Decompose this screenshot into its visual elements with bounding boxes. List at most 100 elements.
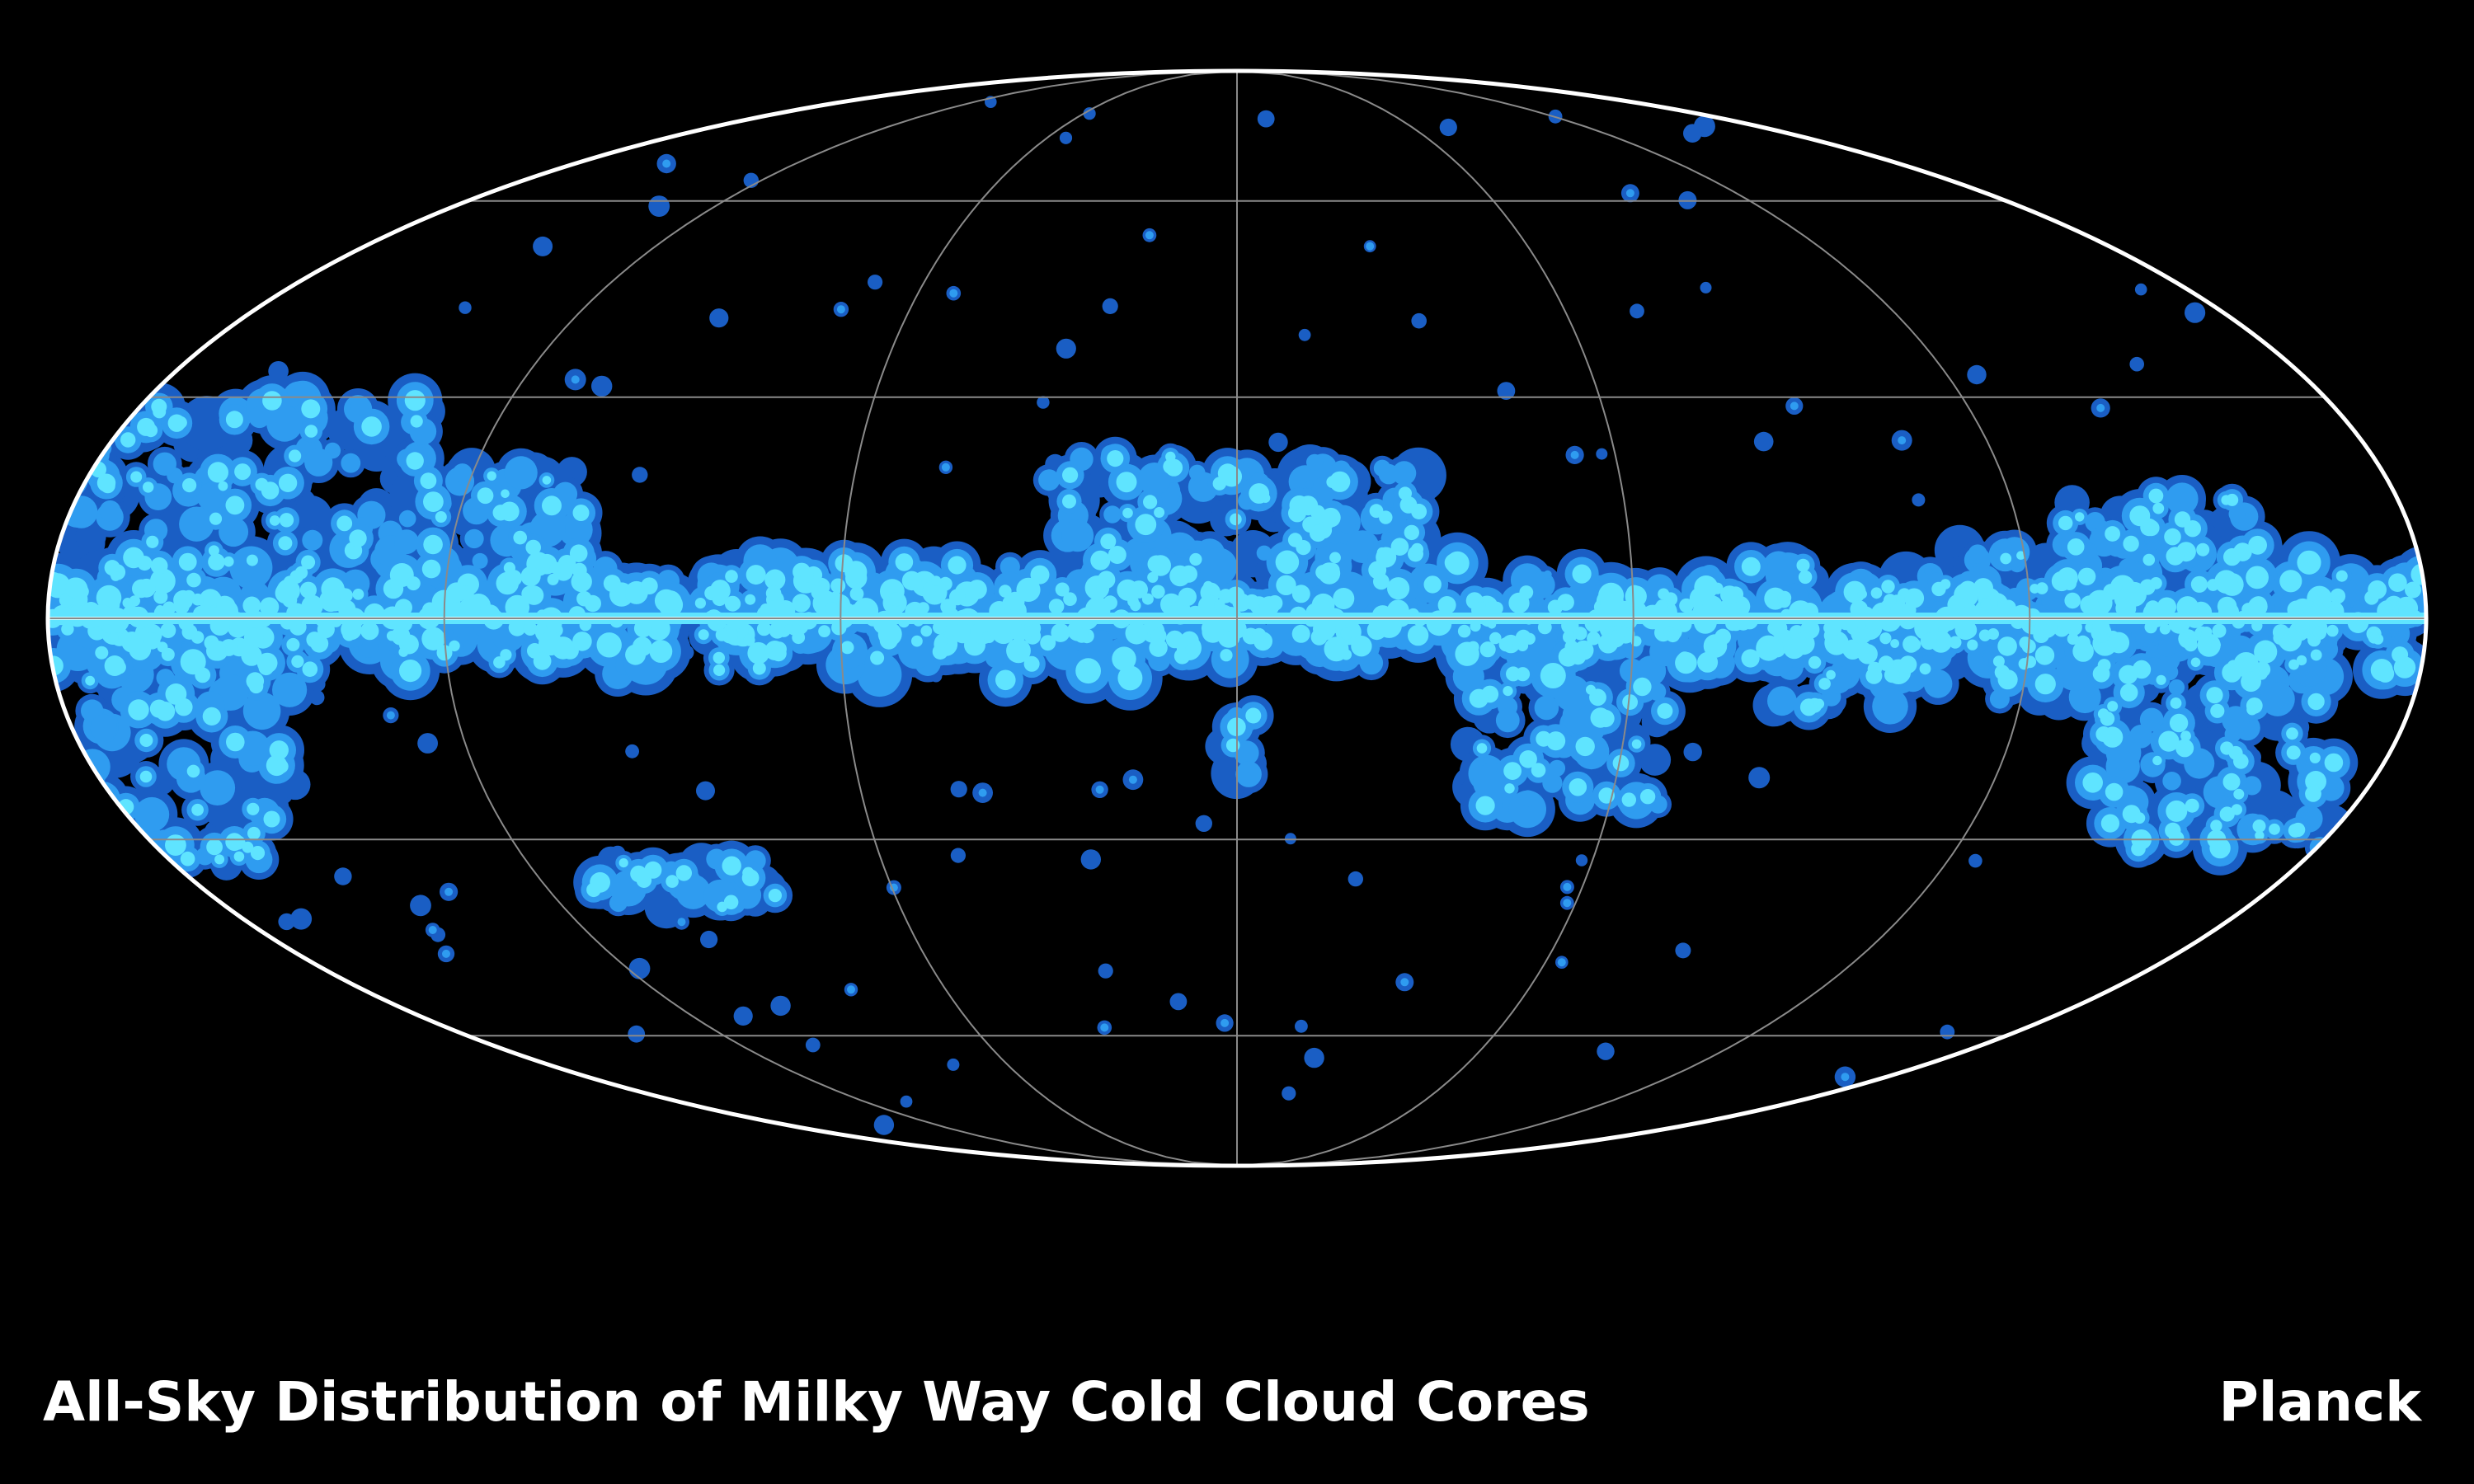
cloud-core — [1149, 638, 1168, 657]
cloud-core — [836, 305, 845, 314]
cloud-core — [533, 236, 553, 256]
cloud-core — [1997, 636, 2017, 656]
cloud-core — [1103, 505, 1122, 524]
cloud-core — [995, 669, 1016, 691]
cloud-core — [524, 585, 544, 605]
cloud-core — [1291, 585, 1310, 603]
cloud-core — [1968, 544, 1987, 564]
cloud-core — [208, 545, 219, 556]
cloud-core — [111, 571, 121, 581]
cloud-core — [99, 500, 121, 522]
cloud-core — [1145, 231, 1154, 240]
cloud-core — [301, 399, 321, 419]
cloud-core — [694, 598, 707, 609]
cloud-core — [156, 669, 175, 688]
cloud-core — [596, 632, 622, 658]
cloud-core — [1767, 686, 1797, 716]
cloud-core — [1508, 592, 1530, 614]
cloud-core — [1841, 1073, 1850, 1082]
cloud-core — [2388, 573, 2407, 592]
cloud-core — [2368, 632, 2380, 644]
cloud-core — [1305, 480, 1314, 489]
cloud-core — [1570, 450, 1579, 459]
cloud-core — [444, 887, 454, 896]
cloud-core — [2335, 570, 2348, 582]
cloud-core — [137, 578, 157, 598]
cloud-core — [870, 650, 885, 665]
cloud-core — [1199, 547, 1238, 586]
cloud-core — [1575, 854, 1588, 866]
cloud-core — [900, 1095, 913, 1108]
cloud-core — [1683, 124, 1702, 143]
cloud-core — [361, 416, 382, 437]
cloud-core — [1128, 775, 1137, 784]
cloud-core — [179, 506, 214, 542]
cloud-core — [390, 579, 402, 592]
cloud-core — [1898, 436, 1907, 445]
cloud-core — [209, 512, 223, 525]
cloud-core — [591, 375, 613, 397]
cloud-core — [248, 406, 270, 429]
cloud-core — [266, 405, 303, 442]
cloud-core — [1741, 556, 1761, 576]
cloud-core — [151, 398, 167, 415]
cloud-core — [1790, 402, 1799, 411]
cloud-core — [632, 467, 648, 483]
cloud-core — [279, 513, 294, 528]
cloud-core — [1940, 1024, 1955, 1040]
cloud-core — [1141, 593, 1154, 605]
cloud-core — [442, 949, 450, 958]
cloud-core — [1333, 588, 1355, 609]
cloud-core — [1214, 599, 1225, 611]
cloud-core — [949, 289, 958, 298]
cloud-core — [1304, 1047, 1324, 1068]
cloud-core — [2201, 627, 2213, 638]
cloud-core — [1298, 328, 1311, 341]
cloud-core — [2185, 302, 2206, 323]
cloud-core — [2134, 283, 2147, 296]
cloud-core — [1796, 558, 1810, 572]
cloud-core — [2119, 558, 2138, 577]
cloud-core — [2224, 726, 2241, 743]
cloud-core — [334, 867, 352, 885]
cloud-core — [2162, 772, 2181, 791]
cloud-core — [1282, 1086, 1296, 1101]
cloud-core — [709, 308, 729, 328]
cloud-core — [1275, 550, 1300, 575]
cloud-core — [1100, 1023, 1109, 1032]
cloud-core — [572, 632, 592, 651]
cloud-core — [1683, 742, 1702, 762]
cloud-core — [341, 453, 361, 473]
cloud-core — [745, 594, 756, 605]
cloud-core — [123, 547, 144, 569]
cloud-core — [404, 390, 426, 411]
cloud-core — [917, 602, 929, 614]
cloud-core — [649, 640, 673, 663]
cloud-core — [1127, 595, 1139, 608]
cloud-core — [1257, 110, 1275, 128]
cloud-core — [1912, 493, 1926, 507]
cloud-core — [206, 838, 223, 856]
cloud-core — [830, 578, 846, 594]
cloud-core — [696, 781, 715, 801]
cloud-core — [625, 744, 639, 758]
cloud-core — [459, 301, 472, 314]
cloud-core — [436, 645, 453, 661]
cloud-core — [1095, 785, 1104, 794]
cloud-core — [1457, 624, 1471, 638]
cloud-core — [207, 462, 228, 483]
cloud-core — [100, 478, 115, 494]
cloud-core — [948, 556, 967, 575]
cloud-core — [1235, 761, 1262, 787]
cloud-core — [146, 535, 159, 548]
cloud-core — [1714, 628, 1731, 646]
cloud-core — [1753, 431, 1774, 452]
cloud-core — [1543, 570, 1552, 579]
cloud-core — [153, 452, 176, 476]
cloud-core — [1967, 364, 1987, 385]
cloud-core — [2297, 550, 2321, 575]
cloud-core — [108, 632, 119, 643]
cloud-core — [1798, 570, 1813, 585]
cloud-core — [2392, 646, 2409, 664]
cloud-core — [1444, 553, 1464, 572]
